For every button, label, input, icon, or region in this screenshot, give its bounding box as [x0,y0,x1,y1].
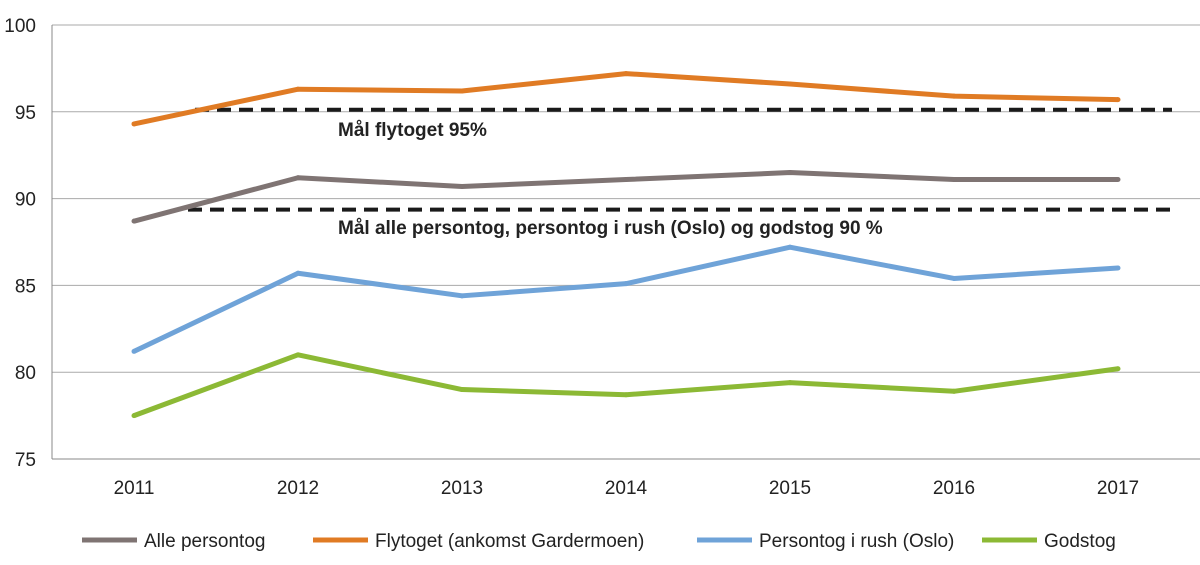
target-label-95: Mål flytoget 95% [338,120,487,141]
data-point [623,281,629,287]
data-point [131,413,137,419]
data-point [459,88,465,94]
x-tick-label: 2011 [114,478,155,499]
data-point [787,244,793,250]
y-tick-label: 75 [15,450,36,471]
legend-label: Alle persontog [144,531,265,552]
data-point [295,352,301,358]
data-point [1115,177,1121,183]
data-point [951,275,957,281]
y-tick-label: 100 [4,16,36,37]
x-tick-label: 2016 [933,478,975,499]
data-point [131,121,137,127]
data-point [459,387,465,393]
data-point [951,388,957,394]
x-tick-label: 2013 [441,478,483,499]
data-point [787,170,793,176]
data-point [295,86,301,92]
data-point [295,175,301,181]
data-point [623,71,629,77]
x-tick-label: 2012 [277,478,319,499]
target-label-90: Mål alle persontog, persontog i rush (Os… [338,218,883,239]
data-point [295,270,301,276]
x-tick-label: 2014 [605,478,648,499]
data-point [1115,265,1121,271]
legend-label: Godstog [1044,531,1116,552]
data-point [623,177,629,183]
data-point [951,177,957,183]
y-tick-label: 95 [15,103,36,124]
data-point [1115,366,1121,372]
data-point [459,293,465,299]
data-point [951,93,957,99]
x-tick-label: 2017 [1097,478,1139,499]
data-point [459,183,465,189]
series-line-2 [132,244,1119,354]
y-tick-label: 80 [15,363,36,384]
legend-label: Flytoget (ankomst Gardermoen) [375,531,644,552]
data-point [787,380,793,386]
y-tick-label: 90 [15,190,36,211]
legend-label: Persontog i rush (Oslo) [759,531,954,552]
data-point [787,81,793,87]
y-tick-label: 85 [15,276,36,297]
data-point [131,218,137,224]
series-line-3 [133,352,1119,418]
x-tick-label: 2015 [769,478,811,499]
series-line-1 [133,71,1119,127]
data-point [1115,97,1121,103]
data-point [131,348,137,354]
data-point [623,392,629,398]
